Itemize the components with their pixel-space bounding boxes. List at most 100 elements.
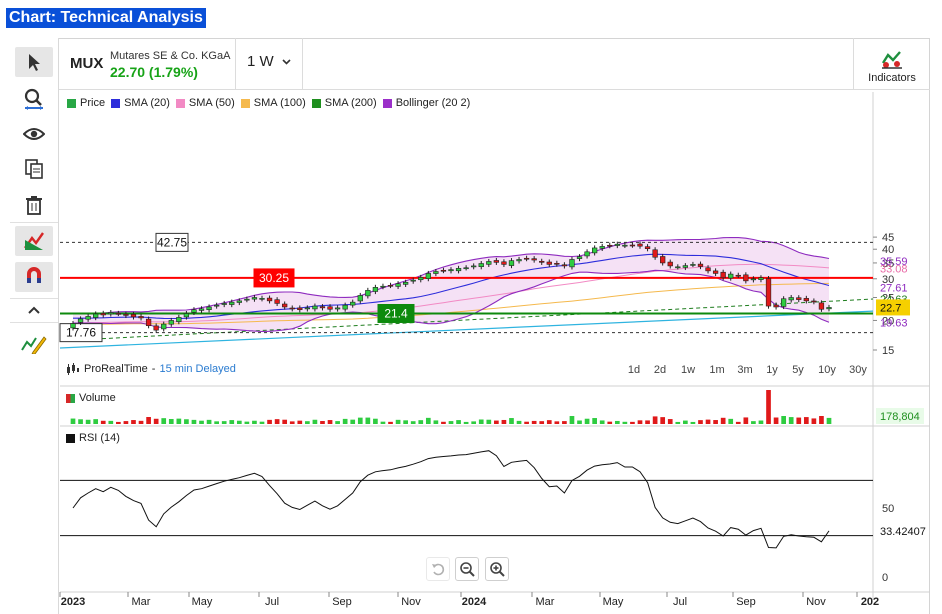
volume-bar: [123, 421, 129, 424]
candle: [168, 320, 174, 325]
candle: [244, 298, 250, 301]
copy-tool[interactable]: [15, 154, 53, 184]
level-label-box: [155, 232, 189, 252]
candle: [660, 256, 666, 264]
candle: [531, 258, 537, 261]
timeframe-1y[interactable]: 1y: [766, 364, 778, 376]
candle: [440, 269, 447, 272]
timeframe-10y[interactable]: 10y: [818, 364, 836, 376]
undo-zoom-button[interactable]: [426, 557, 450, 581]
pattern-tool[interactable]: [15, 226, 53, 256]
volume-swatch: [66, 393, 75, 403]
level-label: 21.4: [384, 306, 408, 320]
legend-item[interactable]: Price: [67, 97, 105, 109]
candle: [826, 307, 832, 310]
legend-swatch: [111, 98, 121, 108]
candle: [591, 247, 598, 254]
zoom-out-button[interactable]: [455, 557, 479, 581]
volume-bar: [335, 421, 340, 424]
candle: [720, 271, 726, 279]
ticker-symbol[interactable]: MUX: [70, 55, 104, 72]
candle: [176, 317, 182, 322]
x-tick-label: May: [603, 596, 624, 608]
candle: [334, 307, 341, 310]
legend-item[interactable]: SMA (200): [311, 97, 377, 109]
visibility-tool[interactable]: [15, 119, 53, 149]
volume-bar: [478, 419, 484, 424]
data-source: ProRealTime - 15 min Delayed: [66, 363, 236, 375]
volume-bar: [735, 421, 741, 424]
candle: [622, 244, 628, 247]
volume-bar: [743, 417, 749, 424]
volume-bar: [350, 419, 356, 424]
magnet-tool[interactable]: [15, 262, 53, 292]
legend-swatch: [67, 98, 76, 108]
candle: [811, 300, 817, 303]
candle: [229, 301, 235, 305]
timeframe-30y[interactable]: 30y: [849, 364, 867, 376]
y-tick-label: 45: [882, 232, 894, 244]
candle: [213, 304, 220, 307]
candles-icon: [67, 363, 79, 375]
legend-item[interactable]: Bollinger (20 2): [382, 97, 471, 109]
candle: [342, 304, 348, 310]
sma-200-line: [59, 298, 874, 342]
x-tick-label: Jul: [265, 596, 279, 608]
volume-bar: [161, 418, 167, 424]
timeframe-1d[interactable]: 1d: [627, 364, 641, 376]
rsi-label: RSI (14): [79, 432, 120, 444]
legend-label: Price: [80, 97, 106, 109]
legend-item[interactable]: SMA (20): [111, 97, 170, 109]
volume-bar: [327, 420, 333, 424]
volume-bar: [690, 421, 696, 424]
legend-label: Bollinger (20 2): [395, 97, 471, 109]
timeframe-3m[interactable]: 3m: [737, 364, 753, 376]
volume-bar: [569, 416, 575, 424]
candle: [478, 263, 484, 268]
draw-tool[interactable]: [15, 328, 53, 358]
volume-bar: [781, 416, 786, 424]
level-label: 30.25: [259, 271, 289, 285]
candle: [554, 262, 560, 265]
volume-bar: [637, 420, 643, 424]
volume-bar: [312, 419, 318, 424]
x-tick-label: Nov: [401, 596, 421, 608]
volume-bar: [766, 390, 771, 424]
timeframe-1w[interactable]: 1w: [680, 364, 696, 376]
candle: [198, 308, 205, 311]
period-select[interactable]: 1 W: [247, 53, 291, 70]
candle: [130, 314, 137, 318]
timeframe-5y[interactable]: 5y: [792, 364, 804, 376]
volume-bar: [698, 420, 703, 424]
delete-tool[interactable]: [15, 190, 53, 220]
cursor-tool[interactable]: [15, 47, 53, 77]
candle: [319, 306, 326, 309]
header-divider: [235, 38, 236, 90]
x-tick-label: Mar: [132, 596, 151, 608]
volume-bar: [267, 419, 272, 424]
volume-bar: [418, 420, 424, 424]
candle: [85, 316, 91, 320]
legend-item[interactable]: SMA (100): [240, 97, 306, 109]
chevron-down-icon: [282, 58, 291, 65]
legend-item[interactable]: SMA (50): [175, 97, 235, 109]
volume-bar: [524, 421, 529, 424]
timeframe-2d[interactable]: 2d: [653, 364, 667, 376]
x-tick-label: Mar: [536, 596, 555, 608]
zoom-tool[interactable]: [15, 84, 53, 114]
zoom-in-button[interactable]: [485, 557, 509, 581]
candle: [282, 303, 288, 308]
volume-bar: [78, 419, 83, 424]
volume-bar: [531, 420, 537, 424]
volume-bar: [365, 417, 371, 424]
collapse-tools-button[interactable]: [15, 300, 53, 320]
candle: [493, 260, 500, 263]
volume-bar: [494, 420, 499, 424]
rsi-badge: [876, 522, 928, 539]
volume-bar: [244, 421, 250, 424]
volume-bar: [773, 417, 779, 424]
timeframe-1m[interactable]: 1m: [709, 364, 725, 376]
volume-bar: [153, 418, 159, 424]
indicators-button[interactable]: Indicators: [853, 38, 930, 90]
